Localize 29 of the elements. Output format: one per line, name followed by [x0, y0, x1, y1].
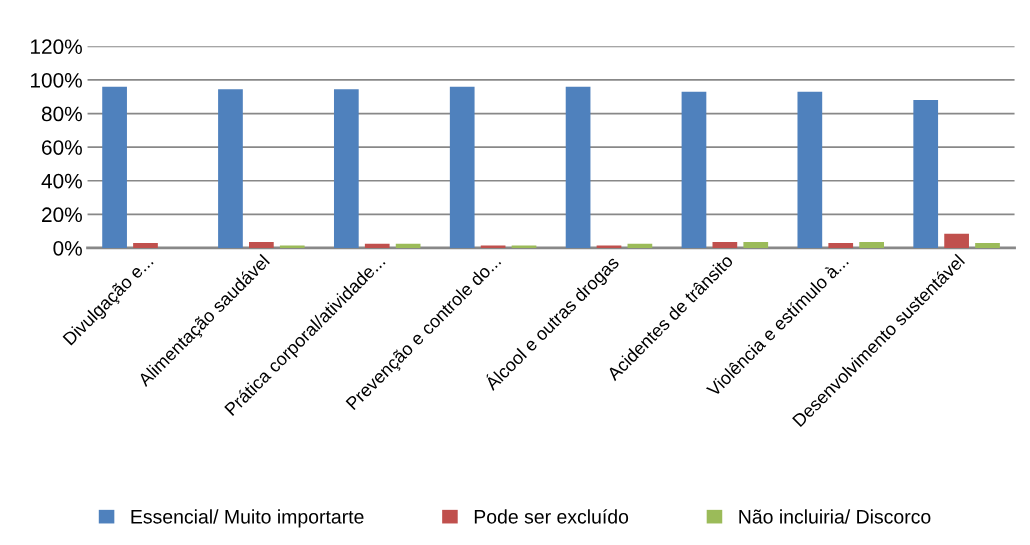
bar — [333, 89, 359, 248]
bar — [627, 243, 653, 248]
legend-label: Essencial/ Muito importarte — [131, 509, 364, 528]
legend-label: Não incluiria/ Discorco — [739, 509, 931, 524]
bar — [218, 89, 243, 248]
y-tick-label: 60% — [42, 140, 82, 155]
y-tick-label: 20% — [42, 207, 82, 223]
bar — [975, 242, 1000, 248]
bar — [712, 241, 738, 248]
bar — [743, 241, 769, 248]
bar — [681, 91, 707, 248]
bar — [828, 242, 854, 248]
bar — [249, 241, 274, 248]
y-tick-label: 80% — [41, 106, 82, 122]
bar — [395, 243, 421, 248]
bar — [944, 233, 969, 248]
bar — [565, 86, 591, 248]
y-tick-label: 0% — [53, 240, 82, 256]
bar — [102, 86, 127, 248]
bar — [859, 241, 884, 248]
y-tick-label: 40% — [41, 173, 82, 189]
y-tick-label: 100% — [31, 72, 82, 88]
bar — [364, 243, 390, 248]
bar — [449, 86, 475, 248]
y-tick-label: 120% — [31, 39, 82, 55]
bar — [797, 91, 823, 248]
bar — [133, 242, 158, 248]
bar — [913, 100, 939, 248]
legend-label: Pode ser excluído — [474, 509, 629, 524]
